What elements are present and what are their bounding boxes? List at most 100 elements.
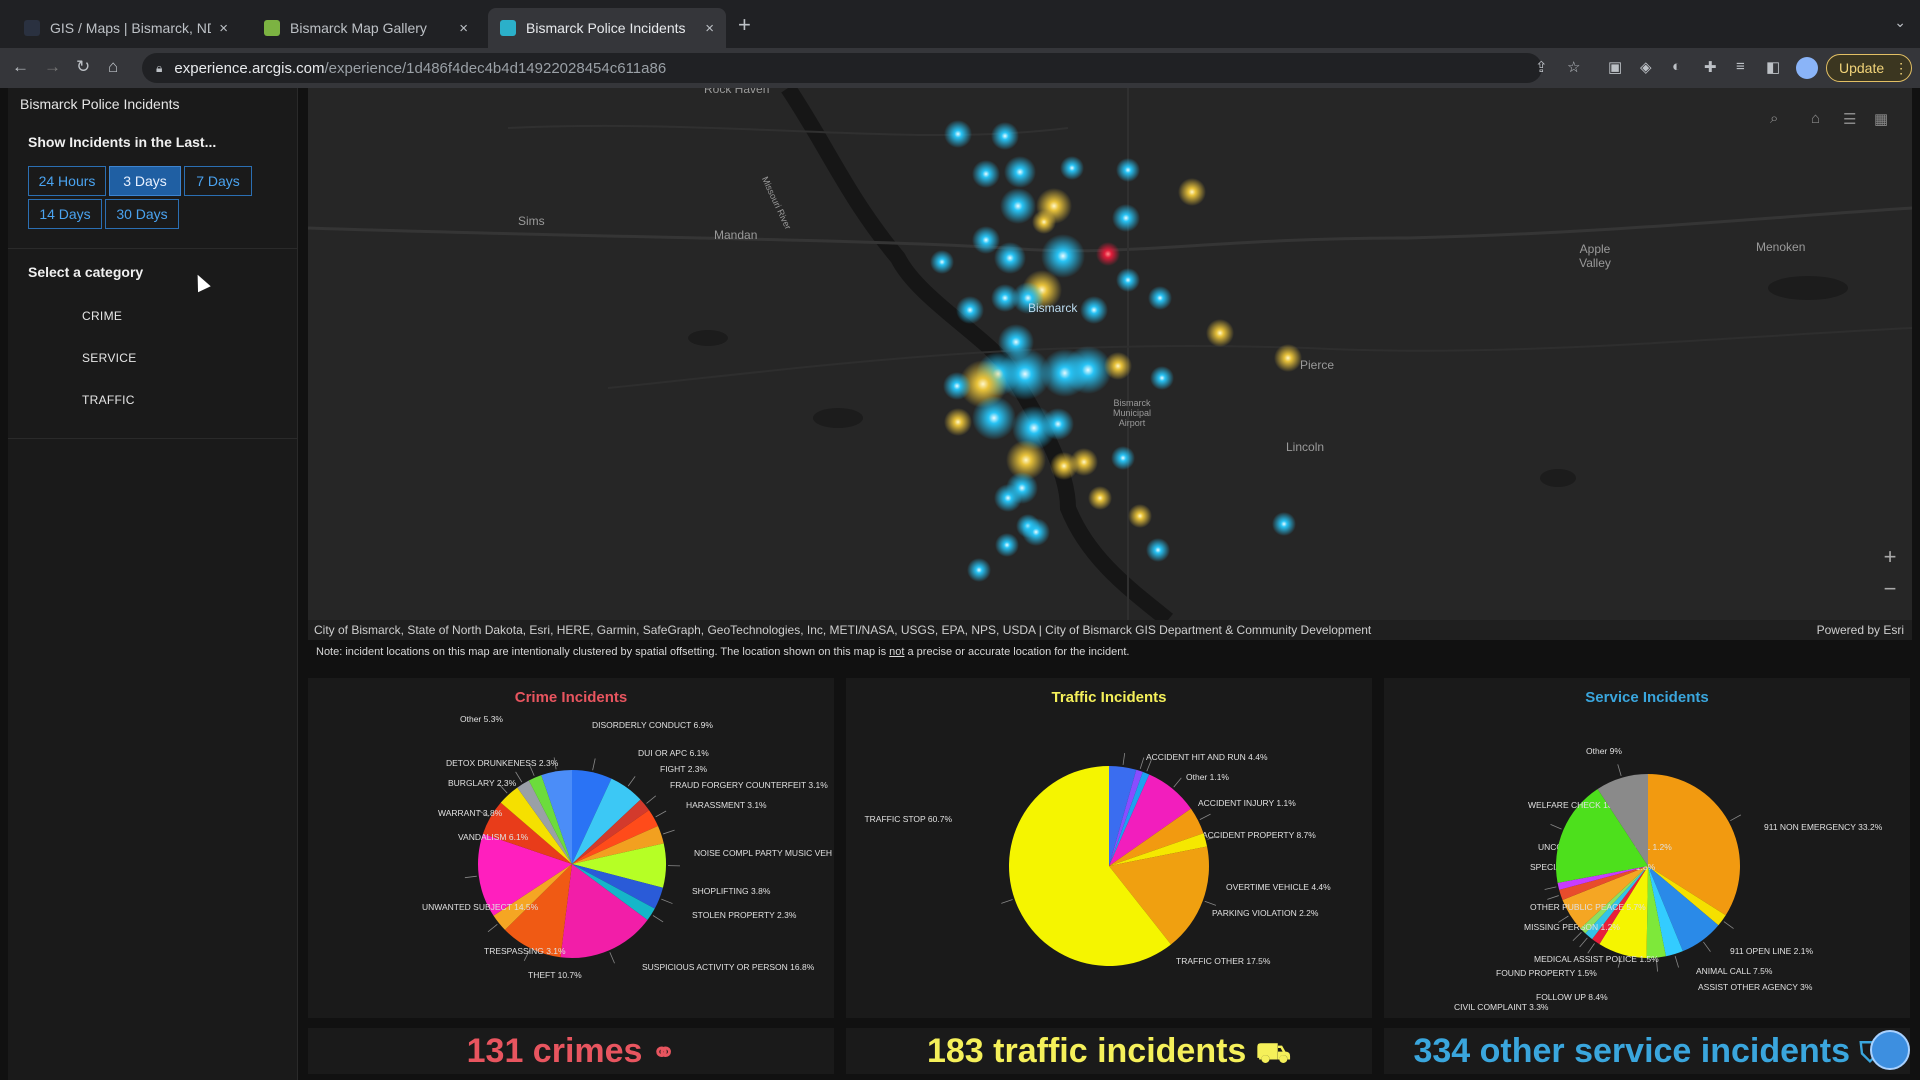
incident-cluster[interactable] — [972, 396, 1016, 440]
pie-slice[interactable] — [1109, 769, 1143, 866]
extension-icon[interactable]: ◈ — [1640, 59, 1652, 76]
incident-cluster[interactable] — [1032, 210, 1056, 234]
share-icon[interactable]: ⇪ — [1535, 59, 1548, 76]
incident-cluster[interactable] — [1116, 158, 1140, 182]
incident-cluster[interactable] — [999, 348, 1051, 400]
category-service[interactable]: SERVICE — [82, 351, 137, 365]
incident-cluster[interactable] — [995, 533, 1019, 557]
incident-cluster[interactable] — [991, 122, 1019, 150]
pie-slice[interactable] — [504, 864, 572, 958]
incident-cluster[interactable] — [1070, 448, 1098, 476]
profile-avatar[interactable] — [1796, 57, 1818, 79]
incident-cluster[interactable] — [1112, 204, 1140, 232]
crime-pie-chart[interactable]: DISORDERLY CONDUCT 6.9% DUI OR APC 6.1% FI… — [308, 678, 854, 1018]
incident-cluster[interactable] — [1104, 352, 1132, 380]
pie-slice[interactable] — [560, 864, 648, 958]
tab-search-chevron-icon[interactable]: ⌄ — [1894, 14, 1906, 30]
incident-cluster[interactable] — [1148, 286, 1172, 310]
incident-cluster[interactable] — [1080, 296, 1108, 324]
extension-icon[interactable]: ◐ — [1672, 58, 1682, 75]
reading-list-icon[interactable]: ≡ — [1736, 58, 1745, 75]
pie-slice[interactable] — [572, 826, 664, 864]
forward-arrow-icon[interactable]: → — [44, 57, 61, 76]
incident-cluster[interactable] — [1150, 366, 1174, 390]
reload-icon[interactable]: ↻ — [76, 57, 91, 76]
range-14-days-button[interactable]: 14 Days — [28, 199, 102, 229]
pie-slice[interactable] — [493, 864, 572, 930]
map-search-icon[interactable]: ⌕ — [1770, 110, 1779, 127]
pie-slice[interactable] — [1109, 766, 1137, 866]
incident-cluster[interactable] — [1064, 346, 1112, 394]
pie-slice[interactable] — [1562, 866, 1648, 929]
range-7-days-button[interactable]: 7 Days — [184, 166, 252, 196]
pie-slice[interactable] — [500, 787, 572, 864]
incident-cluster[interactable] — [1060, 156, 1084, 180]
incident-cluster[interactable] — [972, 160, 1000, 188]
map-home-icon[interactable]: ⌂ — [1811, 110, 1821, 127]
pie-slice[interactable] — [483, 802, 572, 864]
pie-slice[interactable] — [517, 780, 572, 864]
incident-cluster[interactable] — [967, 558, 991, 582]
incident-cluster[interactable] — [1111, 446, 1135, 470]
incident-cluster[interactable] — [1206, 319, 1234, 347]
pie-slice[interactable] — [1648, 866, 1683, 957]
tab-close-icon[interactable]: × — [705, 19, 714, 37]
incident-cluster[interactable] — [1004, 156, 1036, 188]
pie-slice[interactable] — [572, 799, 650, 864]
incident-cluster[interactable] — [1042, 408, 1074, 440]
update-button[interactable]: Update ⋮ — [1826, 54, 1912, 82]
range-30-days-button[interactable]: 30 Days — [105, 199, 179, 229]
pie-slice[interactable] — [1109, 808, 1204, 866]
service-pie-chart[interactable]: 911 NON EMERGENCY 33.2% 911 OPEN LINE 2.1… — [1384, 678, 1910, 1018]
incident-cluster[interactable] — [1006, 440, 1046, 480]
incident-cluster[interactable] — [1012, 282, 1044, 314]
powered-by-esri[interactable]: Powered by Esri — [1816, 623, 1904, 637]
map-basemap-gallery-icon[interactable]: ▦ — [1874, 111, 1889, 128]
pie-slice[interactable] — [1648, 866, 1726, 926]
incident-cluster[interactable] — [1272, 512, 1296, 536]
pie-slice[interactable] — [1592, 866, 1648, 945]
traffic-pie-chart[interactable]: ACCIDENT HIT AND RUN 4.4% Other 1.1% ACCID… — [846, 678, 1372, 1018]
pie-slice[interactable] — [1599, 866, 1648, 958]
pie-slice[interactable] — [1109, 774, 1191, 866]
pie-slice[interactable] — [528, 775, 572, 864]
incident-cluster[interactable] — [1041, 234, 1085, 278]
pie-slice[interactable] — [1109, 846, 1209, 945]
incident-cluster[interactable] — [1146, 538, 1170, 562]
tab-gis-maps[interactable]: GIS / Maps | Bismarck, ND - Of × — [12, 8, 240, 48]
incident-cluster[interactable] — [943, 372, 971, 400]
side-panel-icon[interactable]: ◧ — [1766, 59, 1781, 76]
tab-map-gallery[interactable]: Bismarck Map Gallery × — [252, 8, 480, 48]
pie-slice[interactable] — [572, 810, 658, 864]
incident-cluster[interactable] — [1088, 486, 1112, 510]
new-tab-button[interactable]: + — [738, 12, 751, 37]
tab-close-icon[interactable]: × — [459, 19, 468, 37]
bookmark-star-icon[interactable]: ☆ — [1567, 59, 1581, 76]
tab-close-icon[interactable]: × — [219, 19, 228, 37]
range-3-days-button[interactable]: 3 Days — [109, 166, 181, 196]
range-24-hours-button[interactable]: 24 Hours — [28, 166, 106, 196]
category-crime[interactable]: CRIME — [82, 309, 123, 323]
pie-slice[interactable] — [1646, 866, 1666, 958]
pie-slice[interactable] — [1109, 833, 1208, 866]
incident-cluster[interactable] — [972, 226, 1000, 254]
incident-cluster[interactable] — [959, 360, 1007, 408]
incident-cluster[interactable] — [991, 284, 1019, 312]
incident-cluster[interactable] — [994, 484, 1022, 512]
incident-cluster[interactable] — [1178, 178, 1206, 206]
zoom-in-button[interactable]: + — [1883, 544, 1897, 569]
pie-slice[interactable] — [572, 864, 655, 921]
incident-cluster[interactable] — [1022, 518, 1050, 546]
pie-slice[interactable] — [478, 833, 572, 916]
category-traffic[interactable]: TRAFFIC — [82, 393, 135, 407]
pie-slice[interactable] — [1559, 866, 1648, 900]
home-icon[interactable]: ⌂ — [108, 57, 119, 76]
pie-slice[interactable] — [1556, 788, 1648, 883]
incident-cluster[interactable] — [1096, 242, 1120, 266]
back-arrow-icon[interactable]: ← — [12, 57, 29, 76]
pie-slice[interactable] — [1557, 866, 1648, 890]
zoom-out-button[interactable]: − — [1883, 576, 1897, 601]
pie-slice[interactable] — [1585, 866, 1648, 940]
help-chat-icon[interactable] — [1870, 1030, 1910, 1070]
pie-slice[interactable] — [572, 778, 641, 864]
